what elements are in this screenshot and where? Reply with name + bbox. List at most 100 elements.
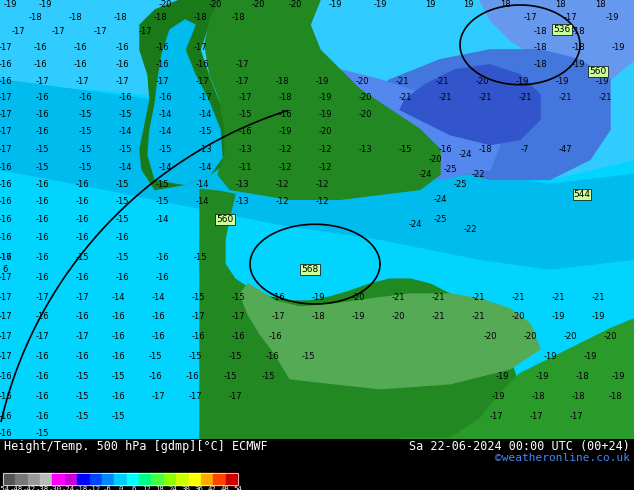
Text: -19: -19 [3,0,16,9]
Text: -16: -16 [0,253,12,262]
Text: -21: -21 [431,293,444,301]
Text: -19: -19 [351,313,365,321]
Text: -20: -20 [351,293,365,301]
Text: -11: -11 [238,163,252,172]
Text: -16: -16 [268,332,281,342]
Text: -14: -14 [195,197,209,206]
Text: -17: -17 [115,77,129,86]
Text: -15: -15 [238,110,252,119]
Bar [114,473,127,485]
Text: -15: -15 [158,145,172,154]
Text: -16: -16 [75,197,89,206]
Text: -16: -16 [36,197,49,206]
Text: -20: -20 [318,127,332,136]
Text: -16: -16 [115,272,129,282]
Text: -16: -16 [36,313,49,321]
Text: -17: -17 [75,293,89,301]
Text: -17: -17 [36,332,49,342]
Text: -20: -20 [358,110,372,119]
Text: -14: -14 [198,110,212,119]
Text: -14: -14 [119,127,132,136]
Text: -16: -16 [75,352,89,361]
Text: -16: -16 [155,43,169,52]
Text: -17: -17 [231,313,245,321]
Text: 12: 12 [142,487,151,490]
Text: -16: -16 [151,313,165,321]
Text: -16: -16 [33,43,47,52]
Text: -17: -17 [36,77,49,86]
Text: -20: -20 [483,332,497,342]
Text: -21: -21 [559,93,572,102]
Text: -15: -15 [188,352,202,361]
Text: -17: -17 [138,27,152,36]
Text: -17: -17 [36,293,49,301]
Polygon shape [240,284,540,389]
Bar [3,473,16,485]
Text: -17: -17 [563,13,577,23]
Text: -17: -17 [523,13,537,23]
Text: -14: -14 [119,163,132,172]
Text: -16: -16 [36,253,49,262]
Text: -13: -13 [235,197,249,206]
Text: -17: -17 [51,27,65,36]
Text: -16: -16 [73,43,87,52]
Text: -14: -14 [158,127,172,136]
Text: -16: -16 [115,43,129,52]
Text: -15: -15 [155,180,169,189]
Text: -15: -15 [75,412,89,421]
Text: -12: -12 [88,487,101,490]
Text: -24: -24 [418,170,432,179]
Text: -16: -16 [155,253,169,262]
Text: -18: -18 [153,13,167,23]
Text: Sa 22-06-2024 00:00 UTC (00+24): Sa 22-06-2024 00:00 UTC (00+24) [409,440,630,453]
Text: -19: -19 [318,110,332,119]
Text: -19: -19 [611,43,624,52]
Text: 54: 54 [233,487,242,490]
Text: -18: -18 [311,313,325,321]
Text: -16: -16 [191,332,205,342]
Text: -17: -17 [0,93,12,102]
Text: -15: -15 [198,127,212,136]
Text: -14: -14 [111,293,125,301]
Text: -13: -13 [358,145,372,154]
Text: -16: -16 [231,332,245,342]
Text: -15: -15 [75,372,89,381]
Text: -17: -17 [155,77,169,86]
Text: -15: -15 [111,412,125,421]
Text: -14: -14 [155,215,169,224]
Text: -17: -17 [238,93,252,102]
Text: -54: -54 [0,487,10,490]
Text: -25: -25 [433,215,447,224]
Text: -17: -17 [0,332,12,342]
Text: -12: -12 [318,145,332,154]
Text: -24: -24 [408,220,422,229]
Text: -12: -12 [318,163,332,172]
Text: -21: -21 [398,93,411,102]
Text: -17: -17 [151,392,165,401]
Text: -15: -15 [75,392,89,401]
Text: -19: -19 [495,372,508,381]
Text: -17: -17 [0,145,12,154]
Text: -16: -16 [0,215,12,224]
Text: -19: -19 [592,313,605,321]
Text: -18: -18 [571,43,585,52]
Text: -16: -16 [0,429,12,438]
Text: -18: -18 [75,487,88,490]
Text: -12: -12 [315,180,329,189]
Text: -16: -16 [271,293,285,301]
Bar [15,473,28,485]
Text: -14: -14 [152,293,165,301]
Text: -15: -15 [119,110,132,119]
Text: -21: -21 [438,93,452,102]
Text: 18: 18 [555,0,566,9]
Text: -17: -17 [0,293,12,301]
Text: -17: -17 [11,27,25,36]
Text: -15: -15 [193,253,207,262]
Text: -15: -15 [78,110,92,119]
Text: -16: -16 [0,392,12,401]
Text: 30: 30 [181,487,190,490]
Text: -16: -16 [111,352,125,361]
Text: -17: -17 [569,412,583,421]
Text: -18: -18 [575,372,589,381]
Text: -18: -18 [531,392,545,401]
